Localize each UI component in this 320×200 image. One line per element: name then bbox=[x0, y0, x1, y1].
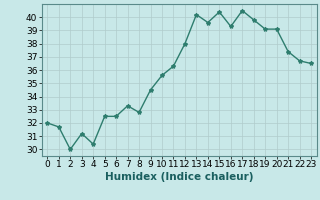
X-axis label: Humidex (Indice chaleur): Humidex (Indice chaleur) bbox=[105, 172, 253, 182]
